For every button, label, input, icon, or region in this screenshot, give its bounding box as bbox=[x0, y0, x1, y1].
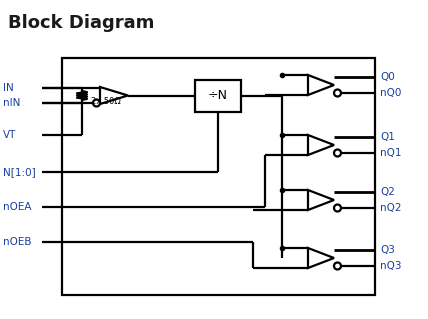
Text: Q1: Q1 bbox=[380, 132, 395, 142]
Text: N[1:0]: N[1:0] bbox=[3, 167, 36, 177]
Polygon shape bbox=[308, 190, 334, 210]
Circle shape bbox=[334, 263, 341, 270]
Text: nQ0: nQ0 bbox=[380, 88, 401, 98]
Text: VT: VT bbox=[3, 130, 16, 140]
Polygon shape bbox=[308, 248, 334, 268]
Text: nIN: nIN bbox=[3, 98, 21, 108]
Text: Q3: Q3 bbox=[380, 245, 395, 255]
Text: Block Diagram: Block Diagram bbox=[8, 14, 155, 32]
Polygon shape bbox=[308, 75, 334, 95]
Text: nOEB: nOEB bbox=[3, 237, 32, 247]
Text: IN: IN bbox=[3, 83, 14, 93]
Polygon shape bbox=[308, 135, 334, 155]
Text: nQ3: nQ3 bbox=[380, 261, 401, 271]
Circle shape bbox=[334, 90, 341, 97]
Text: ÷N: ÷N bbox=[208, 89, 228, 102]
Text: 2x 50Ω: 2x 50Ω bbox=[91, 97, 121, 106]
Text: nQ2: nQ2 bbox=[380, 203, 401, 213]
Circle shape bbox=[334, 204, 341, 211]
Circle shape bbox=[93, 100, 100, 107]
Bar bbox=[195, 79, 241, 112]
Text: nOEA: nOEA bbox=[3, 202, 32, 212]
Bar bbox=[62, 58, 375, 295]
Text: nQ1: nQ1 bbox=[380, 148, 401, 158]
Polygon shape bbox=[100, 87, 128, 104]
Text: Q0: Q0 bbox=[380, 72, 395, 82]
Text: Q2: Q2 bbox=[380, 187, 395, 197]
Circle shape bbox=[334, 150, 341, 157]
